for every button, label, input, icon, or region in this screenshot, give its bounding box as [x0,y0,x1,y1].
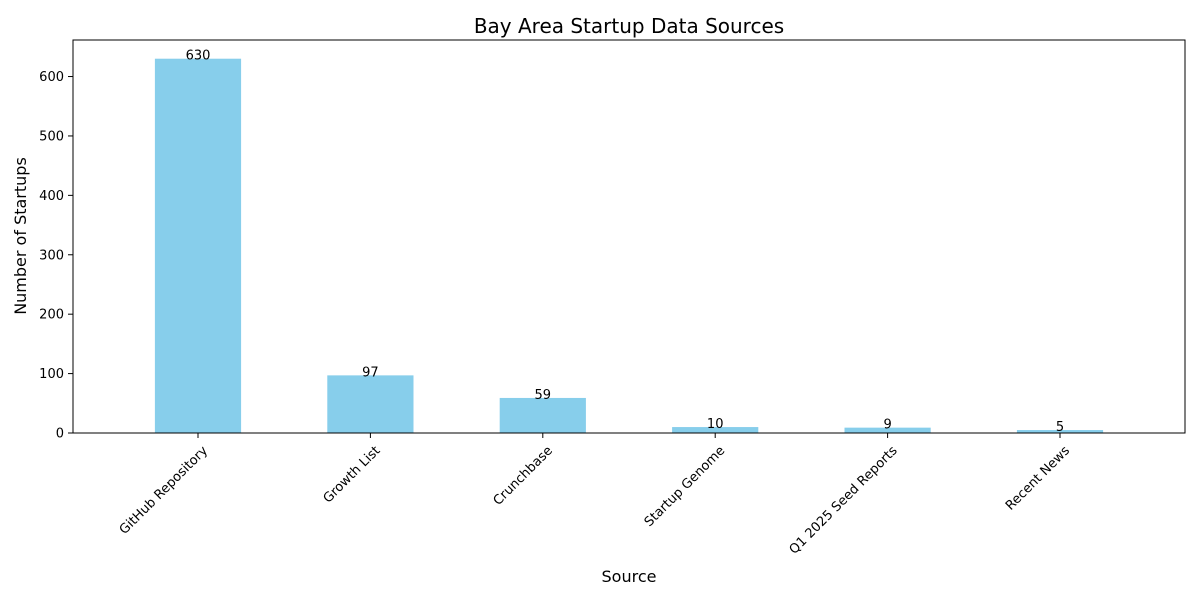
x-tick-label-5: Recent News [1003,443,1073,513]
data-label-3: 10 [707,417,724,432]
plot-frame [72,39,1186,434]
data-label-1: 97 [362,365,379,380]
y-tick-label-4: 400 [39,189,64,204]
y-tick-label-1: 100 [39,367,64,382]
bar-5 [1016,430,1104,433]
data-label-2: 59 [535,388,552,403]
y-tick-label-3: 300 [39,248,64,263]
bar-4 [844,427,931,433]
bar-0 [154,58,242,434]
chart-title: Bay Area Startup Data Sources [474,14,784,38]
y-tick-label-0: 0 [56,427,64,442]
data-label-4: 9 [883,418,891,433]
x-tick-label-4: Q1 2025 Seed Reports [787,443,901,557]
bar-3 [672,427,759,433]
y-axis-title: Number of Startups [11,157,30,315]
y-tick-label-2: 200 [39,308,64,323]
data-labels-layer: 630 97 59 10 9 5 [186,49,1065,435]
y-tick-label-5: 500 [39,129,64,144]
data-label-5: 5 [1056,420,1064,435]
y-axis: 0 100 200 300 400 500 600 [39,70,73,442]
x-tick-label-1: Growth List [321,443,384,506]
x-tick-label-3: Startup Genome [642,443,728,529]
x-axis-title: Source [602,567,657,586]
x-tick-label-0: GitHub Repository [117,443,211,537]
x-tick-label-2: Crunchbase [491,443,556,508]
bar-1 [327,375,414,433]
y-tick-label-6: 600 [39,70,64,85]
x-axis: GitHub Repository Growth List Crunchbase St… [117,433,1073,558]
bar-2 [499,397,586,433]
bars-layer [154,58,1104,434]
data-label-0: 630 [186,49,211,64]
